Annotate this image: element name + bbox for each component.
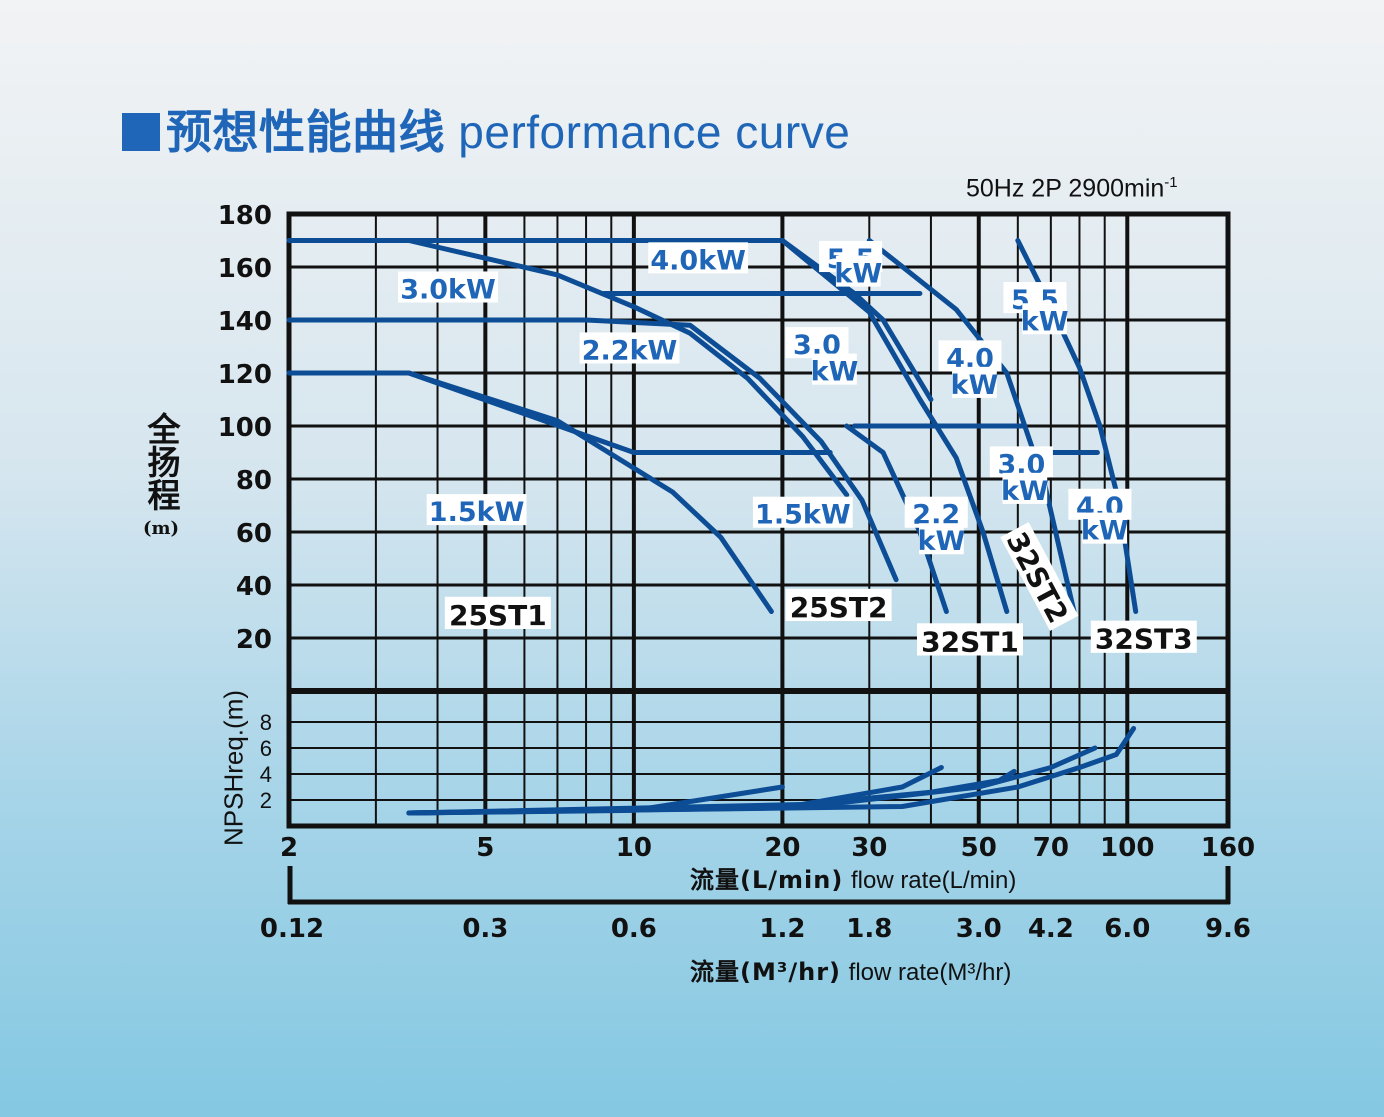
- x-tick-label: 160: [1201, 833, 1255, 863]
- annotation-label: kW: [1001, 476, 1049, 507]
- y-tick-label: 20: [236, 625, 272, 655]
- x2-tick-label: 0.3: [462, 914, 508, 944]
- x2-axis-label: 流量(M³/hr) flow rate(M³/hr): [690, 952, 1011, 987]
- title-square-icon: [122, 113, 160, 151]
- model-label-box: [785, 588, 892, 622]
- x-tick-label: 2: [280, 833, 298, 863]
- model-label: 25ST2: [790, 591, 888, 624]
- model-label-group: 25ST1: [444, 596, 551, 632]
- x-tick-label: 70: [1033, 833, 1069, 863]
- annotation-box: [579, 332, 680, 364]
- x-tick-label: 20: [764, 833, 800, 863]
- series-line: [866, 238, 1077, 614]
- page-title: 预想性能曲线 performance curve: [122, 96, 850, 162]
- series-line: [779, 238, 1010, 614]
- y-axis-label: 全扬程 (m): [140, 412, 182, 547]
- annotation-label: 2.2kW: [582, 335, 678, 366]
- annotation-label: kW: [918, 526, 966, 557]
- npsh-line: [406, 726, 1137, 816]
- npsh-tick-label: 2: [260, 788, 272, 813]
- x-axis-label-en: flow rate(L/min): [850, 867, 1017, 894]
- model-label-box: [1000, 522, 1079, 631]
- x2-tick-label: 6.0: [1104, 914, 1150, 944]
- annotation-box: [812, 353, 857, 385]
- title-cn: 预想性能曲线: [166, 106, 445, 158]
- annotation-box: [1022, 303, 1068, 335]
- x2-tick-label: 1.8: [846, 914, 892, 944]
- x2-tick-label: 1.2: [759, 914, 805, 944]
- x-axis-label: 流量(L/min) flow rate(L/min): [690, 860, 1016, 895]
- y-tick-label: 120: [218, 360, 272, 390]
- annotation-box: [398, 271, 498, 303]
- model-label-group: 25ST2: [785, 588, 892, 624]
- annotation-box: [989, 446, 1053, 478]
- x-tick-label: 5: [476, 833, 494, 863]
- x-tick-label: 50: [961, 833, 997, 863]
- model-label-group: 32ST1: [917, 623, 1024, 658]
- model-label-box: [444, 596, 551, 629]
- y-tick-label: 180: [218, 201, 272, 231]
- series-line: [844, 423, 949, 614]
- x2-tick-label: 0.6: [611, 914, 657, 944]
- y-tick-label: 100: [218, 413, 272, 443]
- annotation-box: [785, 327, 849, 359]
- x-tick-label: 100: [1100, 833, 1154, 863]
- plot-frame: [286, 211, 1231, 829]
- y-axis-label-text: 全扬程: [142, 412, 181, 511]
- x2-tick-label: 3.0: [956, 914, 1002, 944]
- npsh-tick-label: 6: [260, 736, 272, 761]
- annotation-box: [952, 366, 997, 398]
- subtitle-text: 50Hz 2P 2900min: [966, 174, 1165, 203]
- model-label-group: 32ST3: [1090, 620, 1197, 656]
- y-tick-label: 40: [236, 572, 272, 602]
- x2-tick-label: 0.12: [260, 914, 324, 944]
- y-tick-label: 60: [236, 519, 272, 549]
- annotation-label: kW: [1081, 516, 1129, 547]
- model-label: 25ST1: [449, 599, 547, 632]
- x2-tick-label: 4.2: [1028, 914, 1074, 944]
- y-axis-unit: (m): [142, 518, 180, 539]
- series-line: [286, 317, 899, 583]
- chart-subtitle: 50Hz 2P 2900min-1: [966, 174, 1178, 203]
- annotation-box: [904, 496, 968, 528]
- model-label: 32ST3: [1095, 623, 1193, 656]
- annotation-box: [426, 494, 527, 526]
- annotation-box: [835, 255, 881, 287]
- annotation-label: kW: [811, 357, 859, 388]
- annotation-label: 1.5kW: [429, 497, 525, 528]
- annotation-box: [752, 496, 853, 528]
- annotation-label: 4.0kW: [650, 245, 746, 276]
- annotation-box: [919, 523, 964, 555]
- x2-axis-label-cn: 流量(M³/hr): [690, 958, 842, 986]
- annotation-box: [938, 340, 1002, 372]
- x-tick-label: 30: [851, 833, 887, 863]
- series-line: [406, 370, 833, 455]
- y-tick-label: 140: [218, 307, 272, 337]
- x2-axis-label-en: flow rate(M³/hr): [848, 959, 1012, 986]
- model-label-box: [1090, 620, 1197, 653]
- annotation-label: kW: [951, 370, 999, 401]
- npsh-tick-label: 8: [260, 710, 272, 735]
- x-tick-label: 10: [616, 833, 652, 863]
- series-line: [286, 370, 774, 614]
- annotation-label: 1.5kW: [755, 500, 851, 531]
- npsh-tick-label: 4: [260, 762, 272, 787]
- annotation-box: [648, 242, 749, 274]
- annotation-label: kW: [834, 259, 882, 290]
- model-label: 32ST2: [1000, 527, 1075, 629]
- annotation-label: kW: [1021, 306, 1069, 337]
- y-tick-label: 160: [218, 254, 272, 284]
- series-line: [406, 238, 850, 498]
- annotation-box: [1082, 512, 1128, 544]
- annotation-box: [1002, 472, 1048, 504]
- y-tick-label: 80: [236, 466, 272, 496]
- model-label: 32ST1: [921, 625, 1019, 658]
- annotation-label: 3.0kW: [400, 274, 496, 305]
- title-en: performance curve: [458, 106, 851, 158]
- x2-tick-label: 9.6: [1205, 914, 1251, 944]
- model-label-box: [917, 623, 1024, 656]
- subtitle-sup: -1: [1164, 174, 1178, 191]
- x-axis-label-cn: 流量(L/min): [690, 866, 844, 894]
